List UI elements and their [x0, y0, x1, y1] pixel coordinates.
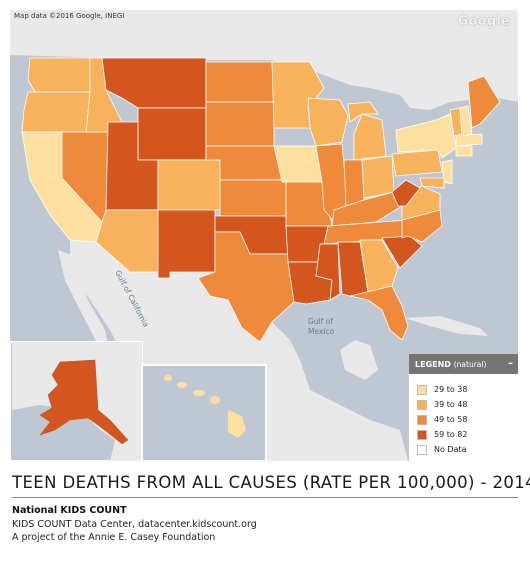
state-pennsylvania[interactable]	[391, 149, 443, 177]
state-connecticut[interactable]	[455, 145, 473, 157]
state-south-dakota[interactable]	[205, 101, 275, 147]
legend-swatch	[417, 429, 427, 440]
legend-subtitle: (natural)	[453, 359, 487, 369]
title-divider	[12, 497, 518, 498]
legend-label: 59 to 82	[434, 430, 468, 439]
legend-swatch	[417, 384, 427, 395]
gulf-of-mexico-label-1: Gulf of	[308, 317, 333, 326]
google-logo: Google	[457, 14, 510, 29]
state-ohio[interactable]	[361, 155, 395, 199]
state-michigan[interactable]	[347, 101, 387, 161]
legend-swatch	[417, 414, 427, 425]
state-kansas[interactable]	[219, 179, 287, 217]
state-new-hampshire[interactable]	[459, 105, 473, 137]
state-georgia[interactable]	[359, 239, 399, 293]
map-attribution: Map data ©2016 Google, INEGI	[14, 12, 125, 20]
state-new-mexico[interactable]	[157, 209, 216, 279]
chart-title: TEEN DEATHS FROM ALL CAUSES (RATE PER 10…	[12, 473, 530, 492]
legend-label: 39 to 48	[434, 400, 468, 409]
source-line-1: KIDS COUNT Data Center, datacenter.kidsc…	[12, 519, 257, 530]
state-alaska[interactable]	[39, 359, 129, 445]
legend-label: 49 to 58	[434, 415, 468, 424]
minimize-icon[interactable]: –	[508, 358, 513, 369]
state-wisconsin[interactable]	[307, 97, 349, 147]
state-west-virginia[interactable]	[391, 179, 421, 207]
map-canvas: Gulf of California Gulf of Mexico	[10, 10, 518, 461]
alaska-inset	[10, 341, 143, 461]
state-south-carolina[interactable]	[381, 235, 423, 269]
state-texas[interactable]	[197, 231, 295, 343]
cuba-land	[405, 316, 488, 336]
legend-swatch	[417, 444, 427, 455]
state-washington[interactable]	[27, 57, 91, 93]
state-hawaii[interactable]	[164, 375, 246, 438]
legend-swatch	[417, 399, 427, 410]
state-north-dakota[interactable]	[205, 61, 275, 103]
gulf-of-mexico-label-2: Mexico	[308, 327, 335, 336]
legend-label: 29 to 38	[434, 385, 468, 394]
legend-item: 39 to 48	[417, 397, 518, 412]
legend-label: No Data	[434, 445, 467, 454]
legend-items: 29 to 38 39 to 48 49 to 58 59 to 82 No Data	[409, 374, 518, 457]
state-indiana[interactable]	[343, 159, 365, 207]
legend-item: 29 to 38	[417, 382, 518, 397]
state-oregon[interactable]	[21, 91, 91, 133]
hawaii-inset	[141, 364, 267, 461]
state-new-jersey[interactable]	[441, 159, 453, 185]
source-name: National KIDS COUNT	[12, 505, 127, 516]
state-florida[interactable]	[349, 285, 409, 341]
state-colorado[interactable]	[157, 159, 221, 211]
legend-item: 59 to 82	[417, 427, 518, 442]
legend-item: No Data	[417, 442, 518, 457]
state-new-york[interactable]	[395, 113, 457, 159]
state-wyoming[interactable]	[137, 107, 207, 161]
state-maine[interactable]	[467, 75, 501, 129]
us-states-layer	[21, 57, 501, 343]
legend-title: LEGEND	[415, 359, 451, 369]
state-minnesota[interactable]	[271, 61, 325, 129]
legend-item: 49 to 58	[417, 412, 518, 427]
choropleth-map[interactable]: Gulf of California Gulf of Mexico Map da…	[10, 10, 518, 461]
legend-panel: LEGEND (natural) – 29 to 38 39 to 48 49 to…	[408, 353, 518, 461]
state-iowa[interactable]	[273, 145, 323, 183]
baja-land	[58, 250, 110, 355]
canada-land	[10, 10, 518, 110]
state-maryland[interactable]	[419, 177, 445, 189]
legend-title-wrap: LEGEND (natural)	[415, 360, 486, 369]
yucatan-land	[340, 340, 378, 380]
legend-header[interactable]: LEGEND (natural) –	[409, 354, 518, 374]
source-line-2: A project of the Annie E. Casey Foundati…	[12, 532, 216, 543]
state-massachusetts[interactable]	[455, 133, 483, 147]
